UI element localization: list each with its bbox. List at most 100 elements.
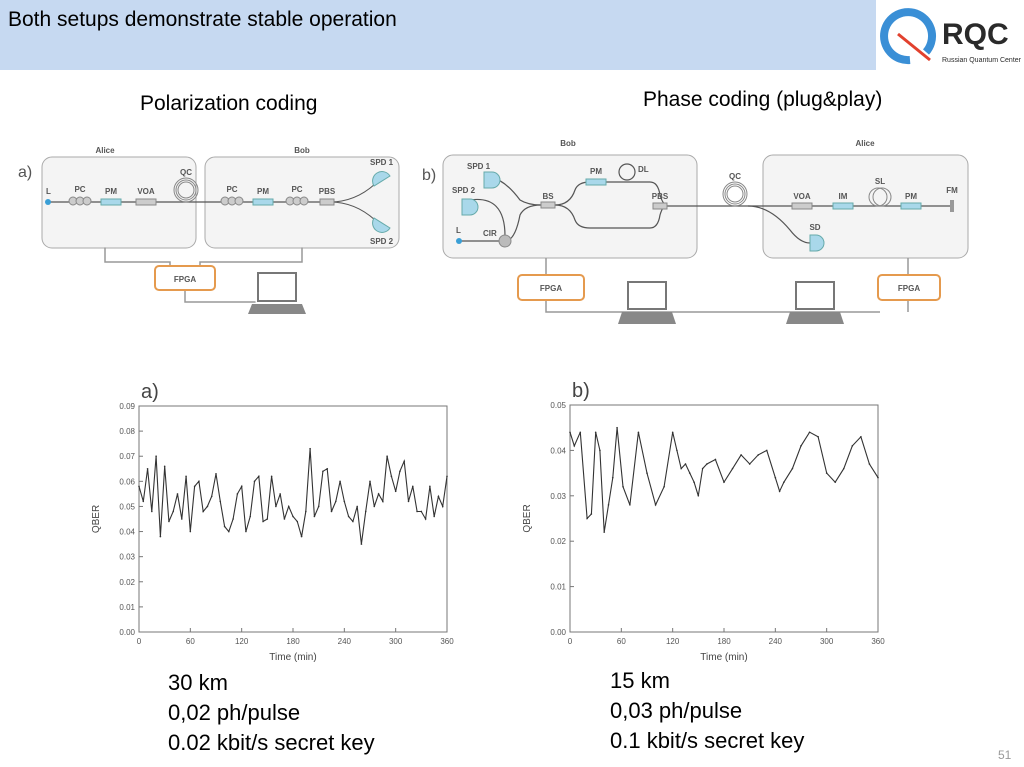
qber-data-point	[262, 520, 264, 523]
cables	[104, 247, 303, 303]
y-tick-label: 0.09	[119, 402, 135, 411]
page-number: 51	[998, 748, 1012, 762]
qber-data-point	[808, 431, 811, 434]
beam-splitter	[540, 201, 556, 209]
laptop-icon	[786, 281, 844, 324]
qber-data-point	[629, 504, 631, 506]
qber-data-point	[210, 495, 213, 498]
label-fpga: FPGA	[540, 284, 562, 293]
y-tick-label: 0.03	[550, 492, 566, 501]
plot-frame	[569, 404, 879, 633]
qber-data-point	[168, 520, 170, 523]
qber-data-point	[701, 467, 704, 470]
y-tick-label: 0.08	[119, 427, 135, 436]
qber-data-point	[877, 476, 879, 479]
qber-data-point	[300, 535, 303, 538]
qber-data-point	[446, 475, 448, 478]
cables	[545, 258, 909, 313]
right-stats: 15 km 0,03 ph/pulse 0.1 kbit/s secret ke…	[610, 666, 804, 756]
label-qc: QC	[180, 168, 192, 177]
label-spd1: SPD 1	[467, 162, 491, 171]
bob-label: Bob	[560, 139, 576, 148]
x-tick-label: 240	[769, 637, 783, 646]
qber-data-point	[215, 473, 217, 475]
label-dl: DL	[638, 165, 649, 174]
qber-data-point	[697, 495, 700, 497]
label-im: IM	[839, 192, 848, 201]
qber-data-point	[339, 480, 341, 483]
qber-data-point	[155, 455, 157, 458]
qber-data-point	[386, 455, 388, 458]
x-axis-label: Time (min)	[700, 652, 747, 663]
fpga-box	[517, 274, 585, 301]
qber-data-point	[236, 493, 239, 495]
qber-data-point	[176, 493, 179, 495]
qber-data-point	[257, 475, 260, 478]
spd1-icon	[483, 171, 501, 189]
qber-data-point	[416, 510, 418, 513]
label-cir: CIR	[483, 229, 497, 238]
qber-data-point	[800, 445, 802, 447]
phase-modulator	[100, 198, 122, 206]
qber-data-point	[579, 431, 582, 434]
label-voa: VOA	[137, 187, 155, 196]
alice-label: Alice	[95, 146, 115, 155]
qber-data-point	[163, 465, 166, 468]
y-tick-label: 0.04	[550, 446, 566, 455]
x-tick-label: 180	[286, 637, 300, 646]
y-tick-label: 0.03	[119, 553, 135, 562]
qber-data-point	[390, 475, 393, 478]
x-tick-label: 180	[717, 637, 731, 646]
qber-data-point	[347, 515, 350, 518]
qber-data-point	[594, 431, 597, 434]
y-tick-label: 0.04	[119, 528, 135, 537]
qber-data-point	[185, 475, 187, 478]
qber-data-point	[420, 510, 423, 513]
x-tick-label: 60	[186, 637, 195, 646]
qber-data-point	[305, 510, 307, 513]
qber-data-point	[714, 458, 717, 461]
qber-data-point	[373, 505, 376, 508]
label-l: L	[46, 187, 51, 196]
label-spd1: SPD 1	[370, 158, 394, 167]
spd2-icon	[461, 198, 479, 216]
qber-data-point	[706, 463, 708, 465]
qber-data-point	[334, 500, 337, 503]
qber-data-point	[637, 431, 640, 434]
label-spd2: SPD 2	[370, 237, 394, 246]
qber-data-point	[834, 481, 837, 483]
label-pc: PC	[291, 185, 302, 194]
label-spd2: SPD 2	[452, 186, 476, 195]
spd2-icon	[372, 217, 391, 233]
qber-data-point	[774, 476, 777, 479]
faraday-mirror	[950, 200, 954, 212]
qber-data-point	[206, 505, 209, 508]
qber-data-point	[279, 493, 281, 495]
qber-data-point	[399, 470, 401, 473]
phase-modulator	[252, 198, 274, 206]
qber-data-point	[740, 454, 742, 456]
qber-data-point	[317, 505, 320, 508]
qber-data-point	[693, 481, 695, 483]
qber-data-point	[292, 515, 294, 518]
y-tick-label: 0.02	[550, 537, 566, 546]
qber-data-point	[791, 467, 794, 470]
logo-subtitle: Russian Quantum Center	[942, 57, 1022, 64]
qber-data-point	[654, 504, 657, 506]
logo-q-arc	[880, 8, 937, 65]
x-tick-label: 360	[871, 637, 885, 646]
y-tick-label: 0.05	[119, 502, 135, 511]
qber-data-point	[382, 500, 384, 503]
qber-data-point	[611, 476, 614, 479]
qber-data-point	[283, 518, 286, 520]
qber-data-point	[287, 505, 290, 508]
left-heading: Polarization coding	[140, 92, 318, 115]
x-axis-label: Time (min)	[269, 652, 316, 663]
qber-data-point	[228, 530, 230, 533]
qber-data-point	[569, 431, 571, 434]
photons-per-pulse: 0,02 ph/pulse	[168, 700, 301, 725]
qber-data-point	[616, 426, 618, 429]
x-tick-label: 300	[820, 637, 834, 646]
plot-frame	[138, 405, 448, 633]
qber-data-point	[646, 472, 648, 474]
